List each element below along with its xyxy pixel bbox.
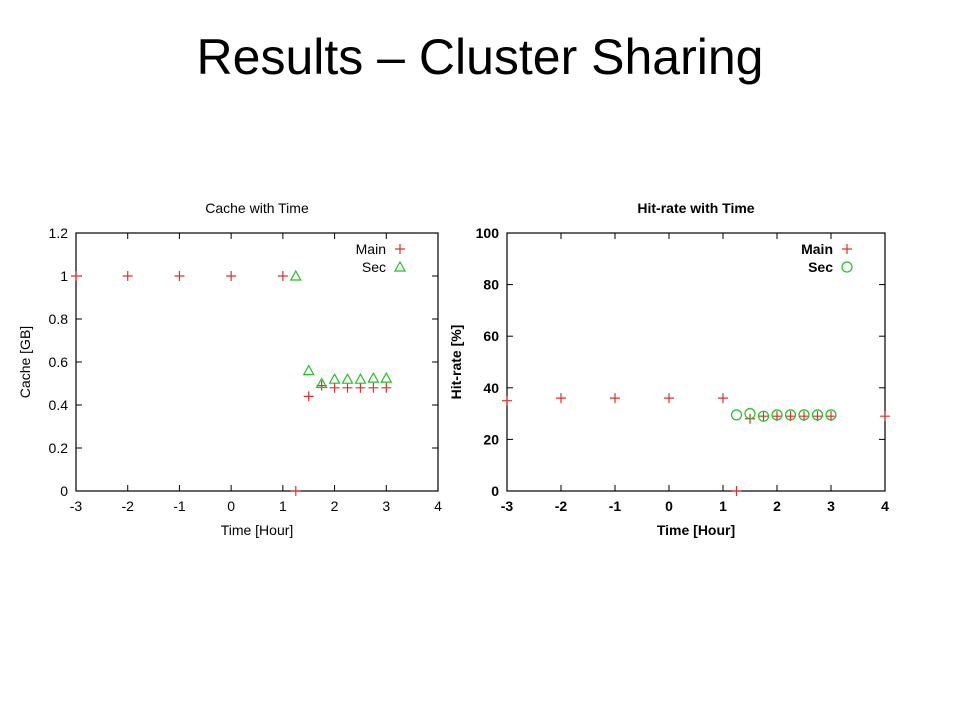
y-axis-title: Hit-rate [%]	[448, 325, 464, 400]
y-tick-label: 1.2	[49, 225, 69, 241]
slide-title: Results – Cluster Sharing	[196, 29, 764, 85]
point-sec	[771, 409, 783, 421]
x-tick-label: -3	[70, 498, 83, 514]
series-sec	[730, 408, 837, 422]
point-sec	[730, 409, 743, 421]
legend-label-main: Main	[356, 241, 386, 257]
x-tick-label: 1	[279, 498, 287, 514]
x-tick-label: 2	[331, 498, 339, 514]
y-axis-title: Cache [GB]	[17, 326, 33, 398]
point-main	[277, 271, 288, 281]
x-tick-label: 2	[773, 498, 781, 514]
point-sec	[798, 409, 810, 421]
y-tick-label: 1	[60, 268, 68, 284]
legend-plus-marker	[842, 244, 852, 254]
point-sec	[341, 372, 354, 384]
point-sec	[757, 410, 770, 422]
series-main	[502, 393, 890, 496]
point-sec	[354, 372, 367, 384]
y-tick-label: 0.6	[49, 354, 69, 370]
legend-label-main: Main	[801, 241, 833, 257]
x-tick-label: 0	[665, 498, 673, 514]
x-tick-label: 1	[719, 498, 727, 514]
x-tick-label: -2	[121, 498, 134, 514]
y-tick-label: 80	[483, 277, 499, 293]
legend-plus-marker	[395, 244, 405, 254]
point-main	[718, 393, 728, 404]
legend-marker-sec	[841, 261, 853, 273]
point-main	[880, 411, 890, 422]
point-main	[758, 411, 769, 422]
legend-marker-main	[395, 244, 405, 254]
y-tick-label: 40	[483, 380, 499, 396]
point-main	[368, 382, 379, 393]
legend-label-sec: Sec	[808, 259, 833, 275]
point-sec	[744, 408, 756, 420]
chart-title: Cache with Time	[205, 200, 309, 216]
point-main	[329, 382, 340, 393]
legend-marker-sec	[393, 260, 407, 272]
x-tick-label: 3	[827, 498, 835, 514]
point-sec	[784, 409, 797, 421]
y-tick-label: 20	[483, 431, 499, 447]
series-sec	[289, 269, 393, 389]
point-main	[71, 271, 81, 281]
x-tick-label: -2	[555, 498, 568, 514]
point-sec	[328, 372, 341, 384]
x-axis-title: Time [Hour]	[657, 522, 735, 538]
x-tick-label: 4	[881, 498, 889, 514]
x-tick-label: 3	[382, 498, 390, 514]
point-main	[174, 271, 185, 281]
point-sec	[315, 377, 328, 389]
point-sec	[825, 409, 837, 421]
legend-label-sec: Sec	[362, 259, 386, 275]
legend-marker-main	[842, 244, 852, 254]
y-tick-label: 0	[491, 483, 499, 499]
plot-frame	[506, 232, 886, 492]
point-main	[502, 395, 512, 406]
cache-chart: Cache with Time -3 -2 -1 0 1 2 3 4 0 0.2 0.4 0.6 0.8 1…	[17, 200, 442, 538]
x-tick-label: -1	[173, 498, 186, 514]
x-tick-label: 4	[434, 498, 442, 514]
point-main	[731, 486, 742, 496]
point-main	[226, 271, 237, 281]
x-tick-label: -1	[609, 498, 622, 514]
point-main	[610, 393, 620, 404]
legend-triangle-marker	[393, 260, 407, 272]
y-tick-label: 100	[476, 225, 500, 241]
y-tick-label: 0	[60, 483, 68, 499]
y-tick-label: 0.4	[49, 397, 69, 413]
y-tick-label: 0.8	[49, 311, 69, 327]
point-sec	[289, 269, 302, 281]
point-sec	[380, 371, 393, 383]
x-tick-label: -3	[501, 498, 514, 514]
point-main	[122, 271, 133, 281]
x-tick-label: 0	[227, 498, 235, 514]
point-main	[290, 486, 301, 496]
x-axis-title: Time [Hour]	[221, 522, 294, 538]
point-sec	[367, 371, 380, 383]
point-sec	[302, 364, 315, 376]
y-tick-label: 0.2	[49, 440, 69, 456]
y-tick-label: 60	[483, 328, 499, 344]
point-main	[556, 393, 566, 404]
hit-rate-chart: Hit-rate with Time-3 -2 -1 0 1 2 3 402040608010…	[448, 200, 890, 538]
point-sec	[811, 409, 824, 421]
point-main	[303, 391, 314, 402]
point-main	[381, 382, 392, 393]
series-main	[71, 271, 392, 496]
point-main	[664, 393, 674, 404]
legend-circle-marker	[841, 261, 853, 273]
point-main	[342, 382, 353, 393]
point-main	[355, 382, 366, 393]
chart-title: Hit-rate with Time	[637, 200, 754, 216]
